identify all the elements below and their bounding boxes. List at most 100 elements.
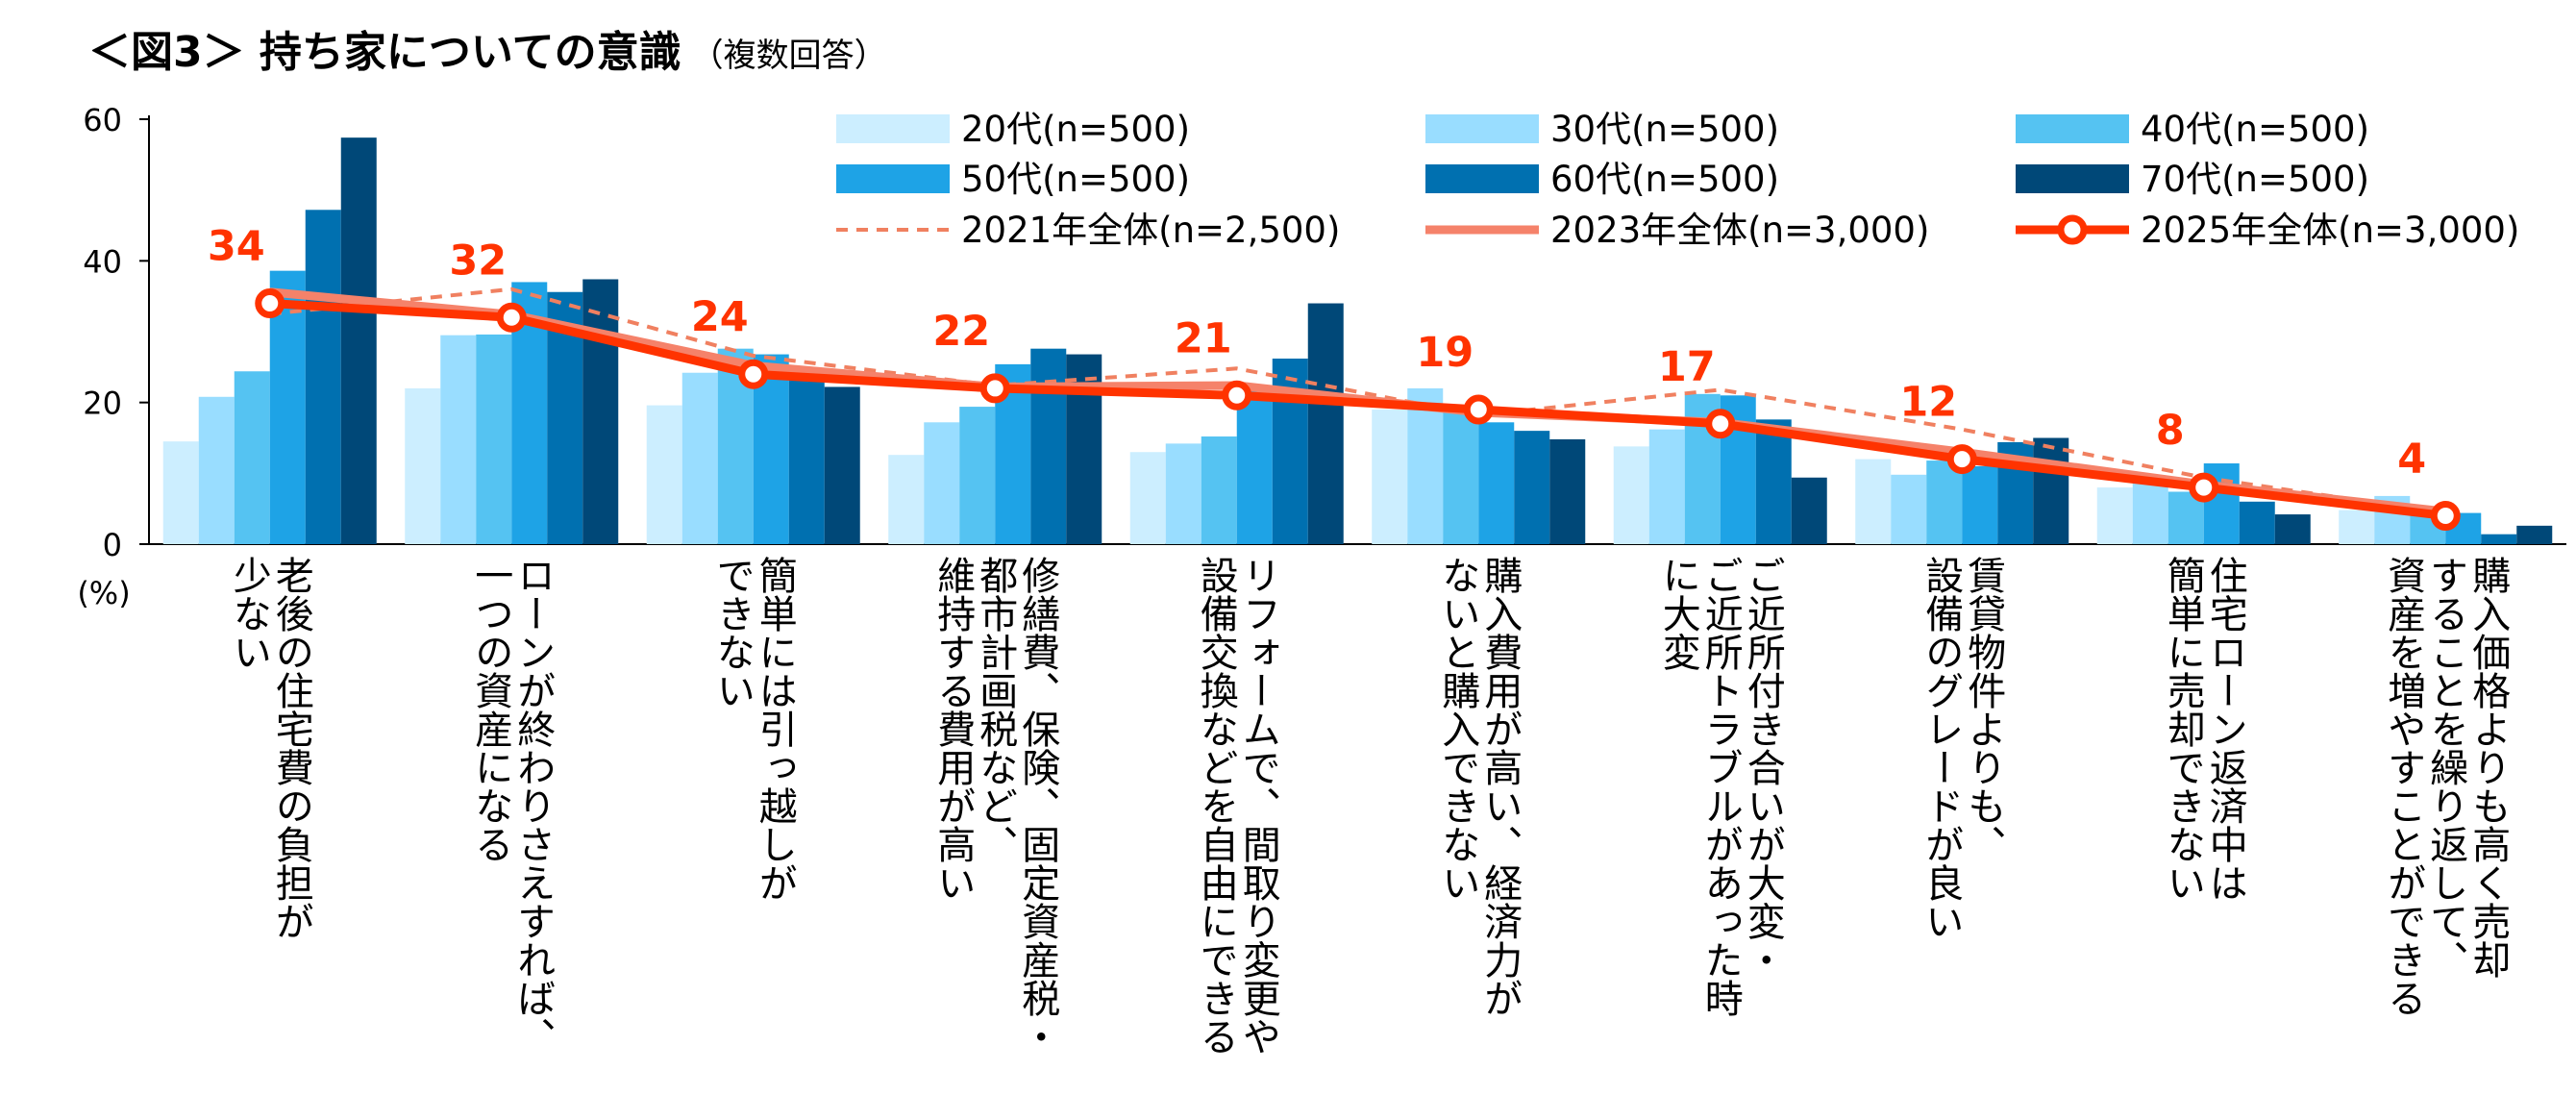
category-label: 購入価格よりも高く売却 [2465, 556, 2511, 979]
legend-swatch [836, 114, 950, 143]
bar [1201, 436, 1237, 544]
series-marker [255, 288, 285, 319]
bar [162, 441, 199, 544]
bar [2096, 487, 2133, 544]
category-label: 簡単に売却できない [2161, 556, 2205, 902]
bar [2033, 437, 2069, 544]
category-label: に大変 [1656, 556, 1700, 671]
data-label: 19 [1416, 329, 1474, 377]
bar [681, 372, 718, 544]
legend: 20代(n=500) 30代(n=500) 40代(n=500) 50代(n=500)… [836, 109, 2519, 251]
data-label: 21 [1175, 314, 1232, 362]
data-label: 24 [691, 293, 749, 341]
legend-label: 2025年全体(n=3,000) [2141, 210, 2519, 251]
bar [1236, 386, 1273, 544]
legend-label: 40代(n=500) [2141, 109, 2369, 150]
lines [255, 286, 2461, 532]
bar [1791, 477, 1827, 544]
chart-title: ＜図3＞ 持ち家についての意識 （複数回答） [88, 17, 887, 79]
data-label: 8 [2156, 407, 2185, 455]
category-label: 一つの資産になる [468, 556, 512, 863]
legend-swatch [2016, 164, 2129, 193]
series-marker [496, 302, 527, 333]
bar [1030, 348, 1067, 544]
data-label: 12 [1899, 379, 1957, 427]
bar [2239, 501, 2275, 544]
series-marker [2189, 472, 2219, 503]
legend-marker [2057, 214, 2088, 245]
chart-title-subtitle: （複数回答） [690, 37, 887, 75]
category-label: 住宅ローン返済中は [2203, 556, 2247, 902]
bar [582, 279, 619, 544]
bar [2339, 510, 2375, 544]
bar [1443, 410, 1479, 544]
legend-label: 70代(n=500) [2141, 159, 2369, 200]
data-labels: 34 32 24 22 21 19 17 12 8 4 [208, 223, 2426, 484]
bar [788, 374, 825, 544]
category-label: 簡単には引っ越しが [753, 556, 797, 902]
data-label: 32 [449, 236, 507, 285]
category-label: 資産を増やすことができる [2381, 556, 2425, 1017]
data-label: 4 [2397, 436, 2426, 484]
y-unit-label: (%) [77, 575, 130, 611]
category-label: ローンが終わりさえすれば、 [510, 556, 555, 1056]
bar [1514, 431, 1550, 544]
bar [2516, 525, 2553, 544]
bar [2132, 483, 2168, 544]
legend-swatch [836, 164, 950, 193]
bar [1891, 474, 1927, 544]
bar [924, 422, 960, 544]
series-line [269, 299, 2446, 521]
category-label: ご近所トラブルがあった時 [1698, 556, 1743, 1017]
series-marker [979, 373, 1010, 404]
bar [1962, 465, 1998, 544]
series-marker [1222, 380, 1252, 411]
bar [305, 210, 341, 544]
y-tick-label: 40 [83, 243, 122, 280]
legend-label: 30代(n=500) [1550, 109, 1779, 150]
bar [340, 137, 377, 545]
bar [1129, 452, 1166, 544]
category-label: できない [710, 556, 755, 709]
category-label: ないと購入できない [1435, 556, 1479, 902]
bar [1613, 446, 1649, 544]
category-label: 維持する費用が高い [930, 556, 975, 902]
bar [1372, 410, 1408, 544]
series-line [269, 286, 2446, 515]
category-label: 老後の住宅費の負担が [269, 556, 313, 940]
series-marker [738, 359, 769, 389]
legend-swatch [2016, 114, 2129, 143]
category-label: リフォームで、間取り変更や [1236, 556, 1280, 1056]
legend-swatch [1425, 114, 1539, 143]
legend-label: 20代(n=500) [961, 109, 1190, 150]
category-label: 都市計画税など、 [973, 556, 1018, 863]
legend-label: 50代(n=500) [961, 159, 1190, 200]
legend-swatch [1425, 164, 1539, 193]
bar [1165, 443, 1201, 544]
legend-label: 2021年全体(n=2,500) [961, 210, 1340, 251]
category-label: 修繕費、保険、固定資産税・ [1015, 556, 1060, 1056]
bar [198, 396, 235, 544]
bar [646, 405, 682, 544]
bar [1648, 429, 1685, 544]
series-marker [1463, 394, 1494, 425]
category-label: 少ない [227, 556, 271, 671]
bar [1549, 438, 1586, 544]
data-label: 17 [1658, 343, 1716, 391]
series-marker [1705, 409, 1736, 439]
bar [476, 334, 512, 544]
series-marker [2430, 501, 2461, 532]
bar [405, 387, 441, 544]
bar [1926, 460, 1963, 544]
bar [1478, 422, 1515, 544]
category-label: することを繰り返して、 [2423, 556, 2467, 979]
category-label: 賃貸物件よりも、 [1961, 556, 2006, 863]
y-tick-label: 60 [83, 102, 122, 138]
bar [888, 455, 925, 544]
bar [959, 407, 996, 544]
category-label: 設備交換などを自由にできる [1194, 556, 1238, 1056]
category-label: ご近所付き合いが大変・ [1741, 556, 1785, 979]
category-label: 購入費用が高い、経済力が [1477, 556, 1522, 1017]
